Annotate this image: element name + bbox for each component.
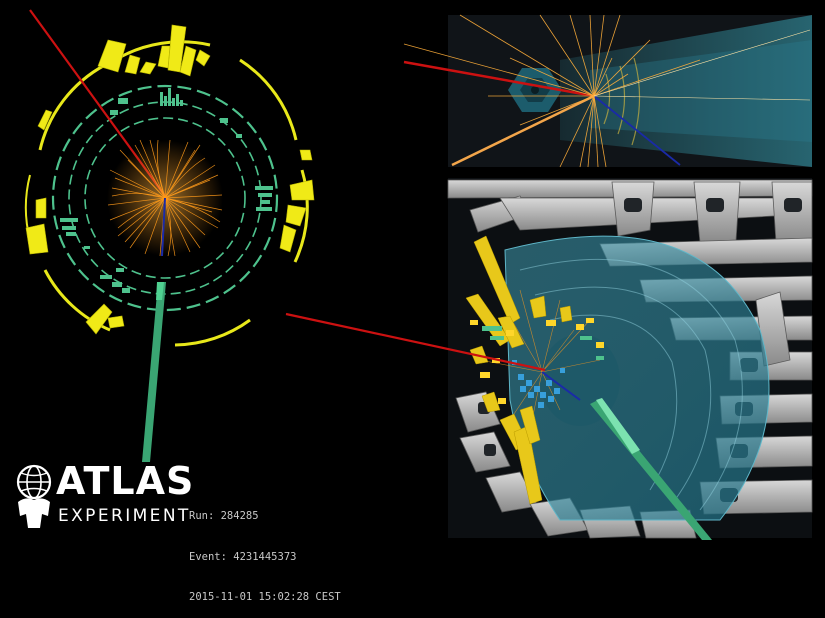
event-display <box>24 9 813 540</box>
event-info: Run: 284285 Event: 4231445373 2015-11-01… <box>189 483 341 618</box>
longitudinal-view <box>403 14 812 168</box>
atlas-globe-icon <box>16 464 52 528</box>
run-number: Run: 284285 <box>189 510 259 522</box>
had-towers <box>60 88 273 293</box>
em-towers <box>25 24 315 335</box>
electron-track-longitudinal <box>403 60 595 98</box>
tracks-longitudinal <box>403 14 701 168</box>
tracks-3d <box>479 289 601 431</box>
em-towers-3d <box>465 235 573 505</box>
missing-et-longitudinal <box>593 95 681 166</box>
event-number: Event: 4231445373 <box>189 550 297 563</box>
missing-et-transverse <box>161 197 166 257</box>
transverse-view <box>24 9 315 462</box>
missing-et-3d <box>541 371 581 401</box>
3d-view <box>447 178 813 540</box>
had-calorimeter-rings <box>51 84 279 312</box>
muon-track-transverse <box>142 282 166 462</box>
logo-wordmark: ATLAS <box>56 459 195 503</box>
logo-subtitle: EXPERIMENT <box>58 506 191 526</box>
electron-track-3d <box>285 312 546 372</box>
event-timestamp: 2015-11-01 15:02:28 CEST <box>189 591 341 603</box>
atlas-logo: ATLAS EXPERIMENT <box>8 456 193 536</box>
